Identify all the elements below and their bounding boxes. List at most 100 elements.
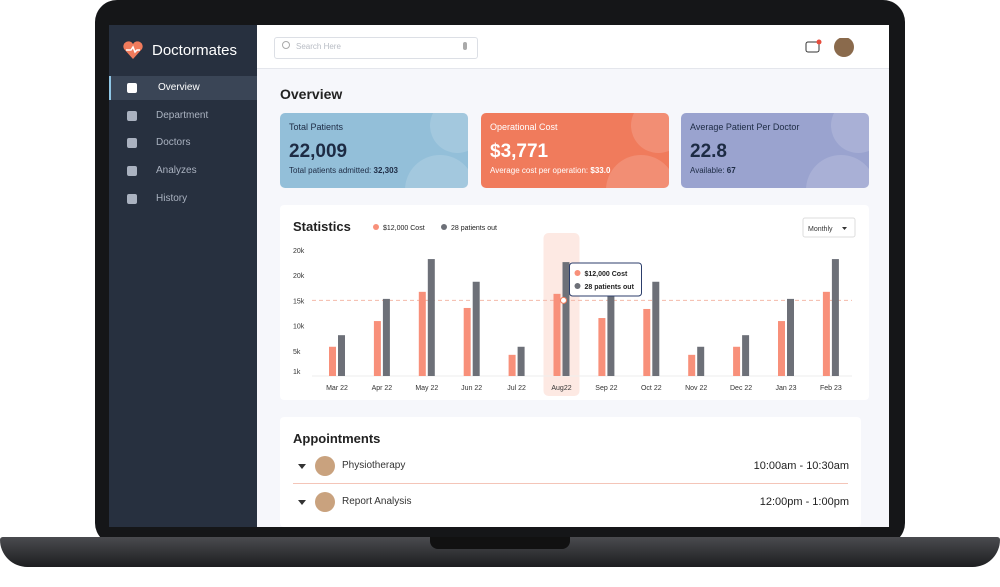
note-label: Available: bbox=[690, 166, 725, 175]
x-tick-label: Jan 23 bbox=[775, 385, 796, 392]
bar bbox=[418, 291, 426, 376]
period-select[interactable] bbox=[802, 217, 856, 238]
circle bbox=[405, 155, 468, 188]
bar bbox=[697, 346, 705, 376]
divider bbox=[293, 483, 848, 484]
nav-item[interactable]: Department bbox=[109, 104, 257, 128]
x-tick-label: Oct 22 bbox=[641, 385, 662, 392]
bar bbox=[329, 346, 336, 376]
card-note: Available: 67 bbox=[690, 166, 736, 175]
stat-card: Total Patients 22,009 Total patients admit… bbox=[280, 113, 468, 188]
nav-icon bbox=[127, 193, 137, 204]
note-value: 32,303 bbox=[373, 166, 398, 175]
bar bbox=[607, 294, 615, 376]
chart: Statistics $12,000 Cost 28 patients out Mon… bbox=[293, 217, 856, 396]
card-value: $3,771 bbox=[490, 141, 549, 162]
bar bbox=[643, 308, 651, 376]
laptop-notch bbox=[430, 537, 570, 549]
nav-item[interactable]: Analyzes bbox=[109, 159, 257, 183]
y-tick-label: 1k bbox=[293, 369, 301, 376]
nav-item[interactable]: Doctors bbox=[109, 131, 257, 155]
x-tick-label: Sep 22 bbox=[595, 385, 617, 392]
nav-label: Analyzes bbox=[156, 165, 197, 177]
x-tick-label: Dec 22 bbox=[730, 385, 752, 392]
appointment-name: Report Analysis bbox=[342, 496, 412, 507]
sidebar bbox=[109, 25, 257, 527]
appointment-time: 10:00am - 10:30am bbox=[753, 460, 849, 472]
nav-item[interactable]: Overview bbox=[109, 76, 257, 100]
note-value: $33.0 bbox=[590, 166, 611, 175]
legend-swatch bbox=[373, 224, 379, 230]
stat-card: Operational Cost $3,771 Average cost per o… bbox=[481, 113, 669, 188]
x-tick-label: May 22 bbox=[415, 385, 438, 392]
appointments-title: Appointments bbox=[293, 431, 381, 446]
appointments-card bbox=[280, 417, 861, 527]
card-value: 22,009 bbox=[289, 141, 348, 162]
period-label: Monthly bbox=[808, 226, 833, 233]
legend-swatch bbox=[441, 224, 447, 230]
tooltip bbox=[569, 262, 642, 297]
y-tick-label: 5k bbox=[293, 349, 301, 356]
bar bbox=[373, 321, 381, 376]
bar bbox=[822, 291, 830, 376]
bar bbox=[652, 281, 660, 376]
y-tick-label: 20k bbox=[293, 248, 305, 255]
legend-label: $12,000 Cost bbox=[383, 225, 425, 232]
x-tick-label: Nov 22 bbox=[685, 385, 707, 392]
card-note: Total patients admitted: 32,303 bbox=[289, 166, 398, 175]
bar bbox=[778, 321, 785, 376]
bar bbox=[517, 346, 525, 376]
circle bbox=[806, 155, 869, 188]
tooltip-label: 28 patients out bbox=[585, 284, 635, 291]
card-title: Operational Cost bbox=[490, 122, 558, 132]
nav-label: Department bbox=[156, 109, 209, 121]
logo-icon bbox=[123, 41, 143, 59]
nav-item[interactable]: History bbox=[109, 187, 257, 211]
app-name: Doctormates bbox=[152, 42, 238, 59]
x-tick-label: Apr 22 bbox=[372, 385, 393, 392]
bar bbox=[463, 307, 471, 376]
appointment-name: Physiotherapy bbox=[342, 460, 406, 471]
tooltip-swatch bbox=[574, 283, 581, 289]
x-tick-label: Aug22 bbox=[551, 385, 571, 392]
nav-icon bbox=[127, 83, 137, 93]
search-placeholder: Search Here bbox=[296, 42, 341, 51]
bar bbox=[598, 318, 606, 376]
hover-dot bbox=[560, 296, 567, 304]
bar bbox=[508, 354, 516, 376]
x-tick-label: Feb 23 bbox=[820, 385, 842, 392]
bar bbox=[688, 354, 696, 376]
card-title: Average Patient Per Doctor bbox=[690, 122, 800, 132]
y-tick-label: 15k bbox=[293, 298, 305, 305]
circle bbox=[631, 113, 669, 153]
nav-label: Overview bbox=[158, 82, 200, 93]
card-title: Total Patients bbox=[289, 122, 344, 132]
bar bbox=[733, 346, 741, 376]
page-title: Overview bbox=[280, 86, 343, 102]
search-box[interactable] bbox=[274, 37, 478, 59]
x-tick-label: Jul 22 bbox=[507, 385, 526, 392]
expand-arrow[interactable] bbox=[298, 500, 306, 505]
note-label: Total patients admitted: bbox=[289, 166, 372, 175]
x-tick-label: Jun 22 bbox=[461, 385, 482, 392]
bar bbox=[742, 335, 750, 376]
expand-arrow[interactable] bbox=[298, 464, 306, 469]
y-tick-label: 10k bbox=[293, 324, 305, 331]
bar bbox=[427, 259, 435, 376]
stat-card: Average Patient Per Doctor 22.8 Available:… bbox=[681, 113, 869, 188]
appointment-time: 12:00pm - 1:00pm bbox=[759, 496, 849, 508]
selected-band bbox=[543, 233, 580, 396]
circle bbox=[430, 113, 468, 153]
card-note: Average cost per operation: $33.0 bbox=[490, 166, 610, 175]
circle bbox=[606, 155, 669, 188]
y-tick-label: 20k bbox=[293, 273, 305, 280]
bar bbox=[472, 281, 480, 376]
bar bbox=[831, 259, 839, 376]
bar bbox=[382, 298, 390, 376]
avatar bbox=[315, 492, 335, 512]
card-value: 22.8 bbox=[690, 141, 727, 162]
nav-icon bbox=[127, 166, 137, 177]
note-label: Average cost per operation: bbox=[490, 166, 589, 175]
bar bbox=[553, 293, 561, 376]
